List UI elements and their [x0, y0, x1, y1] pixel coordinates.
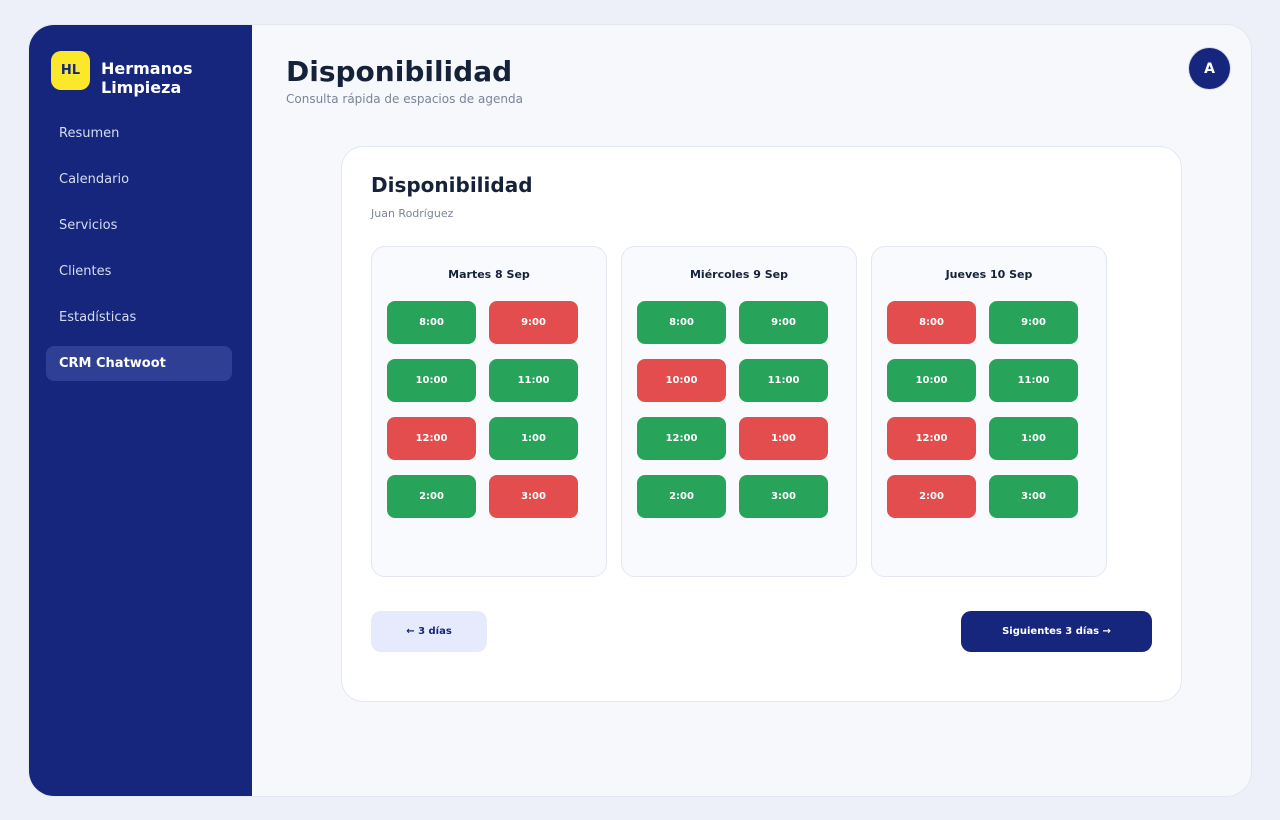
- sidebar-item-crm-chatwoot[interactable]: CRM Chatwoot: [46, 346, 232, 381]
- time-slot-button[interactable]: 8:00: [887, 301, 976, 344]
- time-slot-button[interactable]: 9:00: [489, 301, 578, 344]
- time-slot-button[interactable]: 3:00: [739, 475, 828, 518]
- time-slot-button[interactable]: 2:00: [637, 475, 726, 518]
- sidebar-item-servicios[interactable]: Servicios: [59, 218, 118, 233]
- time-slot-button[interactable]: 2:00: [387, 475, 476, 518]
- slot-grid: 8:00 9:00 10:00 11:00 12:00 1:00 2:00 3:…: [887, 301, 1078, 518]
- day-column: Jueves 10 Sep 8:00 9:00 10:00 11:00 12:0…: [871, 246, 1107, 577]
- brand-name: Hermanos Limpieza: [101, 59, 193, 97]
- time-slot-button[interactable]: 2:00: [887, 475, 976, 518]
- brand-logo: HL: [51, 51, 90, 90]
- time-slot-button[interactable]: 12:00: [387, 417, 476, 460]
- time-slot-button[interactable]: 11:00: [739, 359, 828, 402]
- time-slot-button[interactable]: 3:00: [489, 475, 578, 518]
- time-slot-button[interactable]: 9:00: [989, 301, 1078, 344]
- page-subtitle: Consulta rápida de espacios de agenda: [286, 92, 523, 106]
- time-slot-button[interactable]: 10:00: [387, 359, 476, 402]
- slot-grid: 8:00 9:00 10:00 11:00 12:00 1:00 2:00 3:…: [387, 301, 578, 518]
- page-title: Disponibilidad: [286, 55, 513, 88]
- time-slot-button[interactable]: 8:00: [637, 301, 726, 344]
- avatar[interactable]: A: [1189, 48, 1230, 89]
- time-slot-button[interactable]: 9:00: [739, 301, 828, 344]
- brand: HL Hermanos Limpieza: [51, 51, 211, 97]
- time-slot-button[interactable]: 1:00: [489, 417, 578, 460]
- time-slot-button[interactable]: 12:00: [637, 417, 726, 460]
- sidebar-item-clientes[interactable]: Clientes: [59, 264, 112, 279]
- day-label: Miércoles 9 Sep: [689, 268, 789, 281]
- sidebar: HL Hermanos Limpieza Resumen Calendario …: [29, 25, 252, 796]
- time-slot-button[interactable]: 10:00: [637, 359, 726, 402]
- day-columns: Martes 8 Sep 8:00 9:00 10:00 11:00 12:00…: [371, 246, 1121, 577]
- app-window: HL Hermanos Limpieza Resumen Calendario …: [28, 24, 1252, 797]
- day-column: Martes 8 Sep 8:00 9:00 10:00 11:00 12:00…: [371, 246, 607, 577]
- sidebar-item-resumen[interactable]: Resumen: [59, 126, 120, 141]
- sidebar-item-calendario[interactable]: Calendario: [59, 172, 130, 187]
- availability-card: Disponibilidad Juan Rodríguez Martes 8 S…: [341, 146, 1182, 702]
- time-slot-button[interactable]: 8:00: [387, 301, 476, 344]
- slot-grid: 8:00 9:00 10:00 11:00 12:00 1:00 2:00 3:…: [637, 301, 828, 518]
- time-slot-button[interactable]: 3:00: [989, 475, 1078, 518]
- time-slot-button[interactable]: 11:00: [489, 359, 578, 402]
- next-days-button[interactable]: Siguientes 3 días →: [961, 611, 1152, 652]
- card-title: Disponibilidad: [371, 173, 533, 197]
- time-slot-button[interactable]: 1:00: [739, 417, 828, 460]
- time-slot-button[interactable]: 1:00: [989, 417, 1078, 460]
- time-slot-button[interactable]: 11:00: [989, 359, 1078, 402]
- day-column: Miércoles 9 Sep 8:00 9:00 10:00 11:00 12…: [621, 246, 857, 577]
- main-content: Disponibilidad Consulta rápida de espaci…: [252, 25, 1251, 796]
- sidebar-nav: Resumen Calendario Servicios Clientes Es…: [46, 116, 232, 392]
- day-label: Jueves 10 Sep: [945, 268, 1033, 281]
- day-label: Martes 8 Sep: [448, 268, 530, 281]
- card-subtitle: Juan Rodríguez: [371, 207, 454, 220]
- sidebar-item-estadisticas[interactable]: Estadísticas: [59, 310, 137, 325]
- time-slot-button[interactable]: 12:00: [887, 417, 976, 460]
- prev-days-button[interactable]: ← 3 días: [371, 611, 487, 652]
- time-slot-button[interactable]: 10:00: [887, 359, 976, 402]
